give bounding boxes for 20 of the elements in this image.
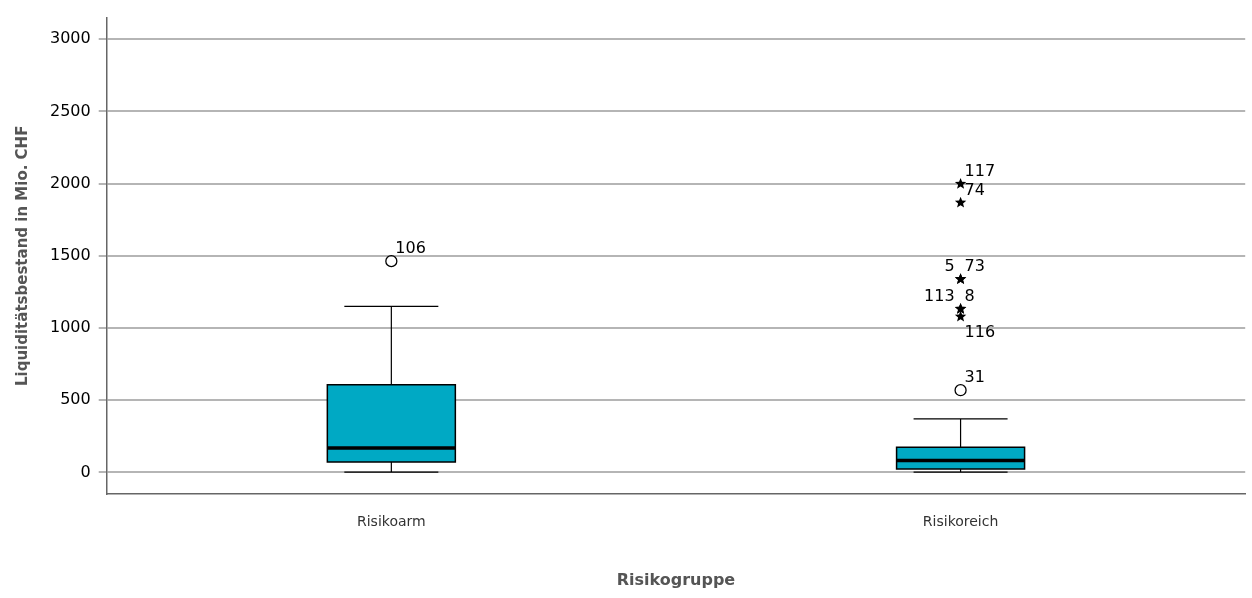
- y-tick-label: 0: [80, 461, 91, 481]
- y-tick-label: 1000: [50, 317, 91, 337]
- y-tick-label: 500: [60, 389, 91, 409]
- annotation: 117: [964, 160, 996, 180]
- annotation: 113: [924, 285, 955, 305]
- y-tick-label: 2000: [50, 172, 91, 192]
- x-tick-label: Risikoreich: [922, 513, 999, 530]
- annotation: 31: [964, 367, 985, 387]
- y-axis-title: Liquiditätsbestand in Mio. CHF: [12, 125, 31, 387]
- y-tick-label: 2500: [50, 100, 91, 120]
- annotation: 5: [944, 256, 955, 276]
- x-axis-title: Risikogruppe: [616, 569, 736, 589]
- y-tick-label: 1500: [50, 244, 91, 264]
- annotation: 74: [964, 179, 985, 199]
- annotation: 116: [964, 321, 996, 341]
- x-tick-label: Risikoarm: [356, 513, 426, 530]
- y-tick-label: 3000: [50, 28, 91, 48]
- annotation: 8: [964, 285, 975, 305]
- annotation: 106: [395, 238, 426, 258]
- annotation: 73: [964, 256, 985, 276]
